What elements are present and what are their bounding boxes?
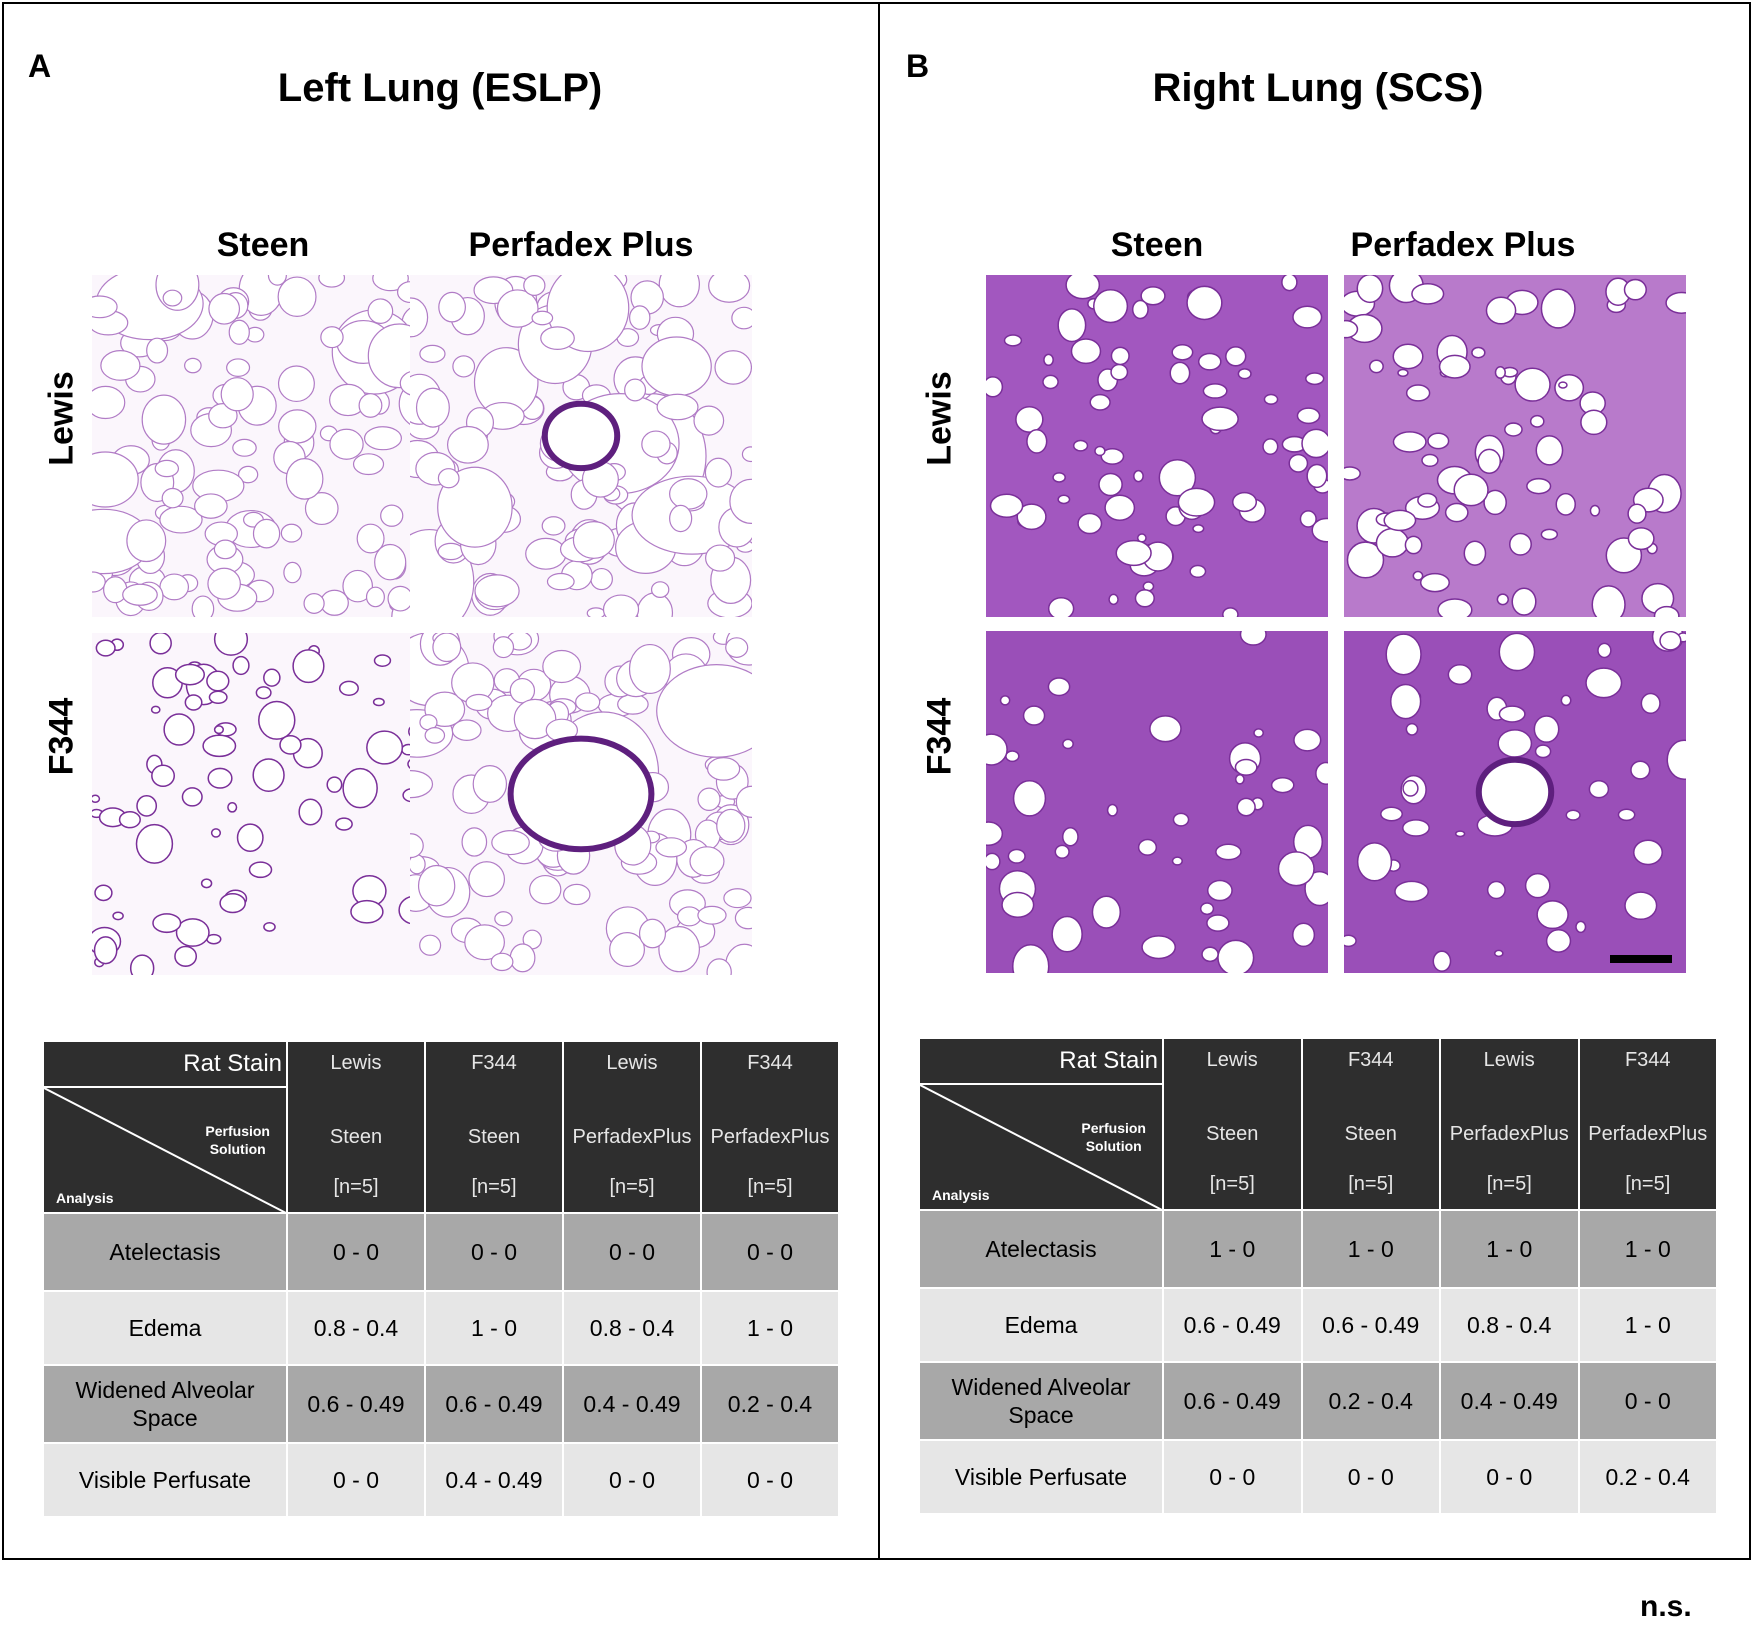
row-label: Atelectasis <box>918 1209 1164 1289</box>
scoring-table: Rat Stain Perfusion Solution Analysis Lewis S… <box>42 1040 840 1518</box>
histology-image <box>986 631 1328 973</box>
score-cell: 0 - 0 <box>562 1212 702 1292</box>
histology-image <box>410 633 752 975</box>
row-label: Widened Alveolar Space <box>918 1361 1164 1441</box>
table-column-header: F344 PerfadexPlus [n=5] <box>700 1040 840 1214</box>
table-column-header: Lewis PerfadexPlus [n=5] <box>562 1040 702 1214</box>
score-cell: 0.2 - 0.4 <box>1577 1439 1718 1515</box>
scale-bar <box>1610 955 1672 963</box>
table-row: Edema 0.8 - 0.4 1 - 0 0.8 - 0.4 1 - 0 <box>42 1290 840 1366</box>
score-cell: 0.8 - 0.4 <box>286 1290 426 1366</box>
score-cell: 0.6 - 0.49 <box>1300 1287 1441 1363</box>
table-column-header: F344 Steen [n=5] <box>1300 1037 1441 1211</box>
histology-image <box>1344 275 1686 617</box>
column-header-steen: Steen <box>216 226 310 264</box>
table-column-header: F344 PerfadexPlus [n=5] <box>1577 1037 1718 1211</box>
rat-stain-label: Rat Stain <box>921 1040 1161 1085</box>
histology-image <box>92 275 434 617</box>
score-cell: 0 - 0 <box>286 1212 426 1292</box>
column-header-perfadex: Perfadex Plus <box>1350 226 1576 264</box>
column-header-steen: Steen <box>1110 226 1204 264</box>
table-row: Widened Alveolar Space 0.6 - 0.49 0.2 - 0.… <box>918 1361 1718 1441</box>
row-label: Widened Alveolar Space <box>42 1364 288 1444</box>
score-cell: 1 - 0 <box>1439 1209 1580 1289</box>
perfusion-solution-label: Perfusion Solution <box>1081 1120 1146 1154</box>
score-cell: 0 - 0 <box>1162 1439 1303 1515</box>
score-cell: 0 - 0 <box>700 1442 840 1518</box>
score-cell: 1 - 0 <box>1577 1287 1718 1363</box>
histology-image <box>1344 631 1686 973</box>
score-cell: 1 - 0 <box>700 1290 840 1366</box>
row-label: Edema <box>918 1287 1164 1363</box>
score-cell: 0.8 - 0.4 <box>562 1290 702 1366</box>
corner-diagonal <box>921 1085 1161 1208</box>
score-cell: 0.6 - 0.49 <box>1162 1287 1303 1363</box>
panel-letter: A <box>28 48 52 84</box>
footer-note: n.s. <box>1640 1590 1692 1623</box>
table-row: Edema 0.6 - 0.49 0.6 - 0.49 0.8 - 0.4 1 - 0 <box>918 1287 1718 1363</box>
histology-image <box>410 275 752 617</box>
row-header-f344: F344 <box>920 697 959 775</box>
panel-divider <box>878 2 880 1560</box>
score-cell: 0 - 0 <box>700 1212 840 1292</box>
row-label: Visible Perfusate <box>42 1442 288 1518</box>
analysis-label: Analysis <box>932 1187 990 1203</box>
table-column-header: F344 Steen [n=5] <box>424 1040 564 1214</box>
row-header-lewis: Lewis <box>920 370 959 466</box>
panel-b: B Right Lung (SCS) Steen Perfadex Plus L… <box>880 0 1756 1560</box>
score-cell: 1 - 0 <box>424 1290 564 1366</box>
score-cell: 0.6 - 0.49 <box>1162 1361 1303 1441</box>
row-header-f344: F344 <box>42 697 81 775</box>
scoring-table: Rat Stain Perfusion Solution Analysis Lewis S… <box>918 1037 1718 1515</box>
score-cell: 0 - 0 <box>424 1212 564 1292</box>
column-header-perfadex: Perfadex Plus <box>468 226 694 264</box>
score-cell: 0 - 0 <box>286 1442 426 1518</box>
row-label: Visible Perfusate <box>918 1439 1164 1515</box>
panel-title: Right Lung (SCS) <box>1152 66 1484 110</box>
histology-image <box>92 633 434 975</box>
table-column-header: Lewis Steen [n=5] <box>286 1040 426 1214</box>
score-cell: 0.4 - 0.49 <box>1439 1361 1580 1441</box>
panel-a: A Left Lung (ESLP) Steen Perfadex Plus L… <box>2 0 878 1560</box>
score-cell: 0 - 0 <box>1577 1361 1718 1441</box>
table-corner: Rat Stain Perfusion Solution Analysis <box>42 1040 288 1214</box>
histology-image <box>986 275 1328 617</box>
corner-diagonal <box>45 1088 285 1211</box>
score-cell: 0.4 - 0.49 <box>562 1364 702 1444</box>
table-corner: Rat Stain Perfusion Solution Analysis <box>918 1037 1164 1211</box>
score-cell: 0.6 - 0.49 <box>286 1364 426 1444</box>
score-cell: 0.6 - 0.49 <box>424 1364 564 1444</box>
score-cell: 1 - 0 <box>1300 1209 1441 1289</box>
score-cell: 0.4 - 0.49 <box>424 1442 564 1518</box>
row-label: Edema <box>42 1290 288 1366</box>
rat-stain-label: Rat Stain <box>45 1043 285 1088</box>
score-cell: 0 - 0 <box>1300 1439 1441 1515</box>
figure-frame <box>2 2 1751 1560</box>
table-column-header: Lewis Steen [n=5] <box>1162 1037 1303 1211</box>
score-cell: 1 - 0 <box>1577 1209 1718 1289</box>
perfusion-solution-label: Perfusion Solution <box>205 1123 270 1157</box>
analysis-label: Analysis <box>56 1190 114 1206</box>
score-cell: 1 - 0 <box>1162 1209 1303 1289</box>
score-cell: 0 - 0 <box>1439 1439 1580 1515</box>
table-column-header: Lewis PerfadexPlus [n=5] <box>1439 1037 1580 1211</box>
score-cell: 0.2 - 0.4 <box>700 1364 840 1444</box>
panel-title: Left Lung (ESLP) <box>277 66 603 110</box>
score-cell: 0.8 - 0.4 <box>1439 1287 1580 1363</box>
row-header-lewis: Lewis <box>42 370 81 466</box>
row-label: Atelectasis <box>42 1212 288 1292</box>
score-cell: 0.2 - 0.4 <box>1300 1361 1441 1441</box>
table-row: Widened Alveolar Space 0.6 - 0.49 0.6 - 0.… <box>42 1364 840 1444</box>
panel-letter: B <box>906 48 930 84</box>
score-cell: 0 - 0 <box>562 1442 702 1518</box>
